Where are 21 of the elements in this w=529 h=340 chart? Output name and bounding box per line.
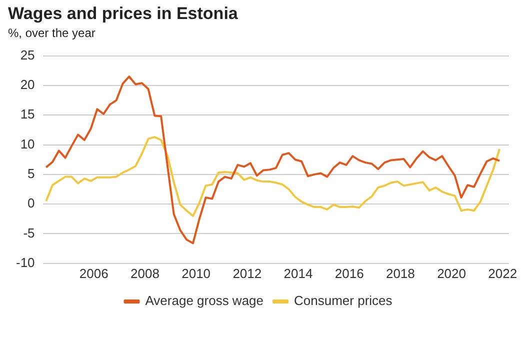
legend-label: Average gross wage xyxy=(145,293,264,308)
chart-title: Wages and prices in Estonia xyxy=(8,4,239,24)
x-tick-label: 2022 xyxy=(488,266,518,281)
x-tick-label: 2006 xyxy=(79,266,108,281)
chart-subtitle: %, over the year xyxy=(8,26,96,40)
x-tick-label: 2012 xyxy=(232,266,262,281)
y-tick-label: -10 xyxy=(16,254,35,270)
x-tick-label: 2020 xyxy=(437,266,466,281)
x-tick-label: 2010 xyxy=(182,266,211,281)
y-tick-label: 25 xyxy=(20,47,35,62)
x-tick-label: 2016 xyxy=(334,266,364,281)
x-tick-label: 2014 xyxy=(284,266,313,281)
y-tick-label: 15 xyxy=(20,106,35,122)
legend-label: Consumer prices xyxy=(294,293,393,308)
y-tick-label: 0 xyxy=(28,196,35,211)
y-tick-label: -5 xyxy=(23,225,35,240)
x-tick-label: 2008 xyxy=(130,266,160,281)
y-tick-label: 5 xyxy=(28,166,35,182)
y-tick-label: 20 xyxy=(20,77,35,92)
y-tick-label: 10 xyxy=(20,136,35,152)
x-tick-label: 2018 xyxy=(386,266,415,281)
